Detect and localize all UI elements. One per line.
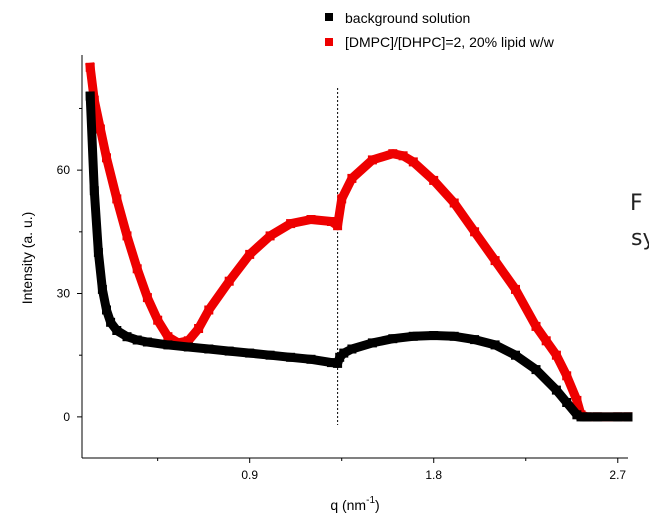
- data-point: [551, 385, 561, 395]
- legend-label-lipid: [DMPC]/[DHPC]=2, 20% lipid w/w: [345, 34, 555, 50]
- side-text-line2: sy: [631, 226, 649, 251]
- legend: background solution [DMPC]/[DHPC]=2, 20%…: [325, 10, 555, 50]
- x-axis-title-sup: -1: [366, 495, 375, 506]
- x-axis-title: q (nm-1): [330, 495, 379, 513]
- data-point: [429, 331, 439, 340]
- data-point: [265, 350, 275, 360]
- data-point: [102, 153, 111, 163]
- data-point: [163, 340, 173, 350]
- y-tick-label: 60: [57, 163, 71, 177]
- data-point: [490, 340, 500, 350]
- data-point: [470, 227, 480, 237]
- y-tick-label: 30: [57, 287, 71, 301]
- data-point: [531, 365, 541, 375]
- data-point: [333, 358, 343, 368]
- series-line: [85, 62, 633, 422]
- data-point: [592, 412, 602, 422]
- data-point: [339, 348, 349, 358]
- series-layer: [85, 62, 633, 422]
- data-point: [337, 194, 347, 204]
- data-point: [85, 62, 95, 72]
- data-point: [306, 215, 316, 224]
- data-point: [204, 344, 214, 354]
- side-text-line1: F: [630, 191, 643, 216]
- x-axis-title-end: ): [375, 497, 380, 513]
- data-point: [122, 231, 132, 241]
- data-point: [388, 149, 398, 159]
- axis-ticks: 0 30 60 0.9 1.8 2.7: [57, 107, 626, 482]
- legend-marker-lipid: [325, 38, 333, 46]
- data-point: [613, 412, 623, 422]
- series-line: [85, 91, 633, 422]
- data-point: [245, 348, 255, 358]
- data-point: [470, 335, 480, 345]
- data-point: [93, 247, 103, 257]
- data-point: [367, 338, 377, 348]
- data-point: [194, 324, 204, 333]
- data-point: [132, 264, 142, 274]
- data-point: [183, 336, 193, 346]
- data-point: [183, 342, 193, 352]
- data-point: [333, 221, 343, 231]
- data-point: [327, 358, 336, 368]
- y-tick-label: 0: [63, 410, 70, 424]
- data-point: [142, 293, 152, 303]
- data-point: [163, 332, 173, 342]
- data-point: [286, 219, 296, 229]
- data-point: [347, 344, 357, 354]
- data-point: [224, 276, 234, 286]
- data-point: [265, 231, 275, 241]
- y-axis-title: Intensity (a. u.): [19, 212, 35, 305]
- data-point: [408, 331, 418, 341]
- series-lipid-mixture: [85, 62, 633, 422]
- data-point: [449, 198, 459, 208]
- data-point: [429, 175, 439, 185]
- data-point: [306, 354, 316, 364]
- data-point: [623, 412, 633, 422]
- data-point: [85, 91, 95, 101]
- data-point: [102, 305, 111, 315]
- data-point: [204, 305, 214, 315]
- x-axis-title-main: q (nm: [330, 497, 366, 513]
- data-point: [408, 157, 418, 167]
- data-point: [112, 326, 122, 335]
- data-point: [89, 186, 99, 196]
- data-point: [576, 412, 586, 422]
- data-point: [245, 249, 255, 259]
- data-point: [132, 335, 142, 345]
- data-point: [572, 395, 582, 405]
- data-point: [511, 350, 520, 360]
- data-point: [327, 217, 336, 226]
- data-point: [490, 256, 500, 266]
- data-point: [142, 337, 152, 347]
- x-tick-label: 1.8: [425, 468, 442, 482]
- legend-label-background: background solution: [345, 10, 470, 26]
- data-point: [562, 371, 572, 381]
- data-point: [286, 352, 296, 362]
- data-point: [95, 124, 105, 134]
- data-point: [398, 151, 408, 161]
- data-point: [153, 315, 163, 325]
- data-point: [541, 336, 551, 346]
- data-point: [531, 321, 541, 331]
- plot-area: 0 30 60 0.9 1.8 2.7: [57, 55, 633, 482]
- series-background-solution: [85, 91, 633, 422]
- data-point: [511, 284, 520, 294]
- data-point: [106, 317, 116, 327]
- data-point: [112, 194, 122, 204]
- data-point: [582, 412, 592, 422]
- legend-marker-background: [325, 13, 333, 21]
- data-point: [122, 332, 132, 342]
- data-point: [97, 284, 107, 294]
- x-tick-label: 0.9: [241, 468, 258, 482]
- data-point: [551, 350, 561, 360]
- data-point: [367, 155, 377, 165]
- data-point: [562, 398, 572, 407]
- data-point: [224, 346, 234, 356]
- data-point: [388, 334, 398, 344]
- x-tick-label: 2.7: [609, 468, 626, 482]
- data-point: [347, 173, 357, 183]
- data-point: [449, 331, 459, 341]
